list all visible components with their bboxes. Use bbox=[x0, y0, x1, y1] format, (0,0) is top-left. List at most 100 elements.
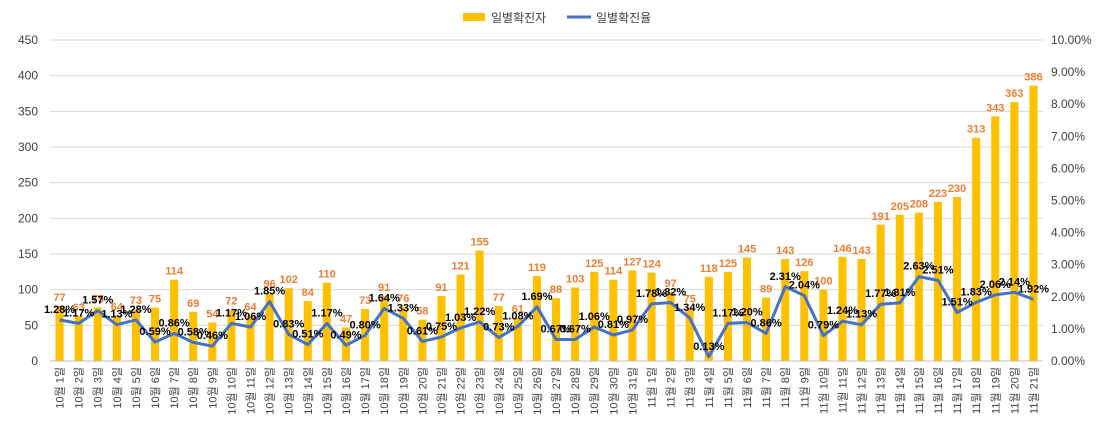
line-data-label: 2.14% bbox=[999, 276, 1030, 288]
bar bbox=[914, 212, 923, 361]
line-data-label: 1.69% bbox=[521, 291, 552, 303]
line-data-label: 0.86% bbox=[159, 317, 190, 329]
bar-data-label: 73 bbox=[359, 295, 371, 307]
bar-data-label: 205 bbox=[891, 201, 909, 213]
x-tick-label: 11월 7일 bbox=[759, 367, 773, 408]
line-data-labels: 1.28%1.17%1.57%1.13%1.28%0.59%0.86%0.58%… bbox=[44, 261, 1049, 353]
x-tick-label: 11월 10일 bbox=[816, 367, 830, 414]
x-tick-label: 10월 13일 bbox=[282, 367, 296, 415]
line-data-label: 1.24% bbox=[827, 305, 858, 317]
bar-data-label: 103 bbox=[566, 274, 584, 286]
x-tick-label: 10월 20일 bbox=[415, 367, 429, 415]
bar-data-label: 96 bbox=[263, 279, 275, 291]
bar-data-label: 100 bbox=[814, 276, 832, 288]
x-tick-label: 11월 1일 bbox=[645, 367, 659, 408]
line-data-label: 1.78% bbox=[636, 288, 667, 300]
bar bbox=[972, 137, 981, 361]
y-right-tick-label: 3.00% bbox=[1051, 258, 1085, 272]
y-right-tick-label: 2.00% bbox=[1051, 290, 1085, 304]
bar bbox=[685, 307, 694, 361]
line-data-label: 0.46% bbox=[197, 330, 228, 342]
x-tick-label: 10월 6일 bbox=[148, 367, 162, 409]
line-data-label: 1.33% bbox=[388, 302, 419, 314]
bar bbox=[513, 317, 522, 361]
line-data-label: 0.58% bbox=[178, 326, 209, 338]
x-tick-label: 10월 29일 bbox=[587, 367, 601, 415]
bar bbox=[399, 306, 408, 361]
bar-data-label: 47 bbox=[340, 313, 352, 325]
y-left-tick-label: 200 bbox=[18, 211, 38, 225]
legend-bar-label: 일별확진자 bbox=[491, 11, 546, 25]
x-tick-label: 11월 20일 bbox=[1007, 367, 1021, 414]
bar bbox=[666, 291, 675, 361]
line-data-label: 1.57% bbox=[82, 295, 113, 307]
line-data-label: 1.28% bbox=[44, 304, 75, 316]
line-data-label: 0.75% bbox=[426, 321, 457, 333]
y-right-tick-label: 1.00% bbox=[1051, 322, 1085, 336]
x-tick-label: 11월 19일 bbox=[988, 367, 1002, 414]
x-tick-label: 10월 7일 bbox=[167, 367, 181, 409]
x-tick-label: 10월 9일 bbox=[205, 367, 219, 409]
bar bbox=[819, 289, 828, 361]
line-data-label: 1.64% bbox=[369, 292, 400, 304]
bar bbox=[742, 257, 752, 361]
x-tick-label: 10월 22일 bbox=[454, 367, 468, 415]
x-tick-label: 10월 15일 bbox=[320, 367, 334, 415]
x-tick-label: 10월 1일 bbox=[53, 367, 67, 409]
bar-data-label: 84 bbox=[302, 287, 315, 299]
bar-data-label: 75 bbox=[92, 294, 104, 306]
bar-data-label: 102 bbox=[280, 274, 298, 286]
bar-data-label: 91 bbox=[435, 282, 447, 294]
y-left-tick-label: 150 bbox=[18, 247, 38, 261]
x-axis: 10월 1일 10월 2일 10월 3일 10월 4일 10월 5일 10월 6일 10월 … bbox=[50, 360, 1043, 415]
line-data-label: 0.49% bbox=[330, 329, 361, 341]
y-right-tick-label: 9.00% bbox=[1051, 65, 1085, 79]
bar-data-label: 64 bbox=[244, 301, 257, 313]
x-tick-label: 11월 13일 bbox=[874, 367, 888, 414]
legend: 일별확진자 일별확진율 bbox=[463, 11, 651, 25]
y-right-tick-label: 7.00% bbox=[1051, 129, 1085, 143]
bar bbox=[647, 272, 656, 361]
line-data-label: 1.17% bbox=[216, 307, 247, 319]
bar bbox=[1029, 85, 1038, 362]
line-data-label: 1.81% bbox=[884, 287, 915, 299]
x-tick-label: 11월 18일 bbox=[969, 367, 983, 414]
bar bbox=[723, 271, 732, 361]
x-tick-label: 11월 16일 bbox=[931, 367, 945, 414]
line-data-label: 0.67% bbox=[560, 323, 591, 335]
line-data-label: 1.08% bbox=[502, 310, 533, 322]
line-data-label: 1.17% bbox=[311, 307, 342, 319]
bar-data-label: 208 bbox=[910, 199, 928, 211]
line-data-label: 1.28% bbox=[120, 304, 151, 316]
bar bbox=[246, 315, 255, 361]
x-tick-label: 10월 14일 bbox=[301, 367, 315, 415]
line-data-label: 0.59% bbox=[139, 326, 170, 338]
bar bbox=[628, 270, 637, 361]
bar bbox=[876, 224, 885, 361]
bar bbox=[322, 282, 331, 361]
bar-data-label: 61 bbox=[512, 303, 524, 315]
bar-series bbox=[55, 85, 1038, 362]
bar-data-label: 363 bbox=[1005, 88, 1023, 100]
bar bbox=[475, 250, 484, 361]
x-tick-label: 10월 30일 bbox=[606, 367, 620, 415]
bar bbox=[704, 276, 713, 361]
bar-data-label: 145 bbox=[738, 244, 756, 256]
y-left-tick-label: 0 bbox=[31, 354, 38, 368]
bar-data-label: 97 bbox=[665, 278, 677, 290]
line-data-label: 2.51% bbox=[922, 264, 953, 276]
x-tick-label: 10월 18일 bbox=[377, 367, 391, 415]
y-left-tick-label: 300 bbox=[18, 140, 38, 154]
line-data-label: 1.82% bbox=[655, 287, 686, 299]
bar-data-label: 125 bbox=[585, 258, 603, 270]
bar-data-label: 63 bbox=[73, 302, 85, 314]
line-data-label: 0.80% bbox=[349, 319, 380, 331]
bar-data-label: 76 bbox=[397, 293, 409, 305]
bar bbox=[1010, 102, 1019, 361]
line-data-label: 1.85% bbox=[254, 286, 285, 298]
bar bbox=[131, 308, 140, 361]
x-tick-label: 11월 12일 bbox=[855, 367, 869, 414]
x-tick-label: 10월 8일 bbox=[186, 367, 200, 409]
bar bbox=[456, 274, 465, 361]
